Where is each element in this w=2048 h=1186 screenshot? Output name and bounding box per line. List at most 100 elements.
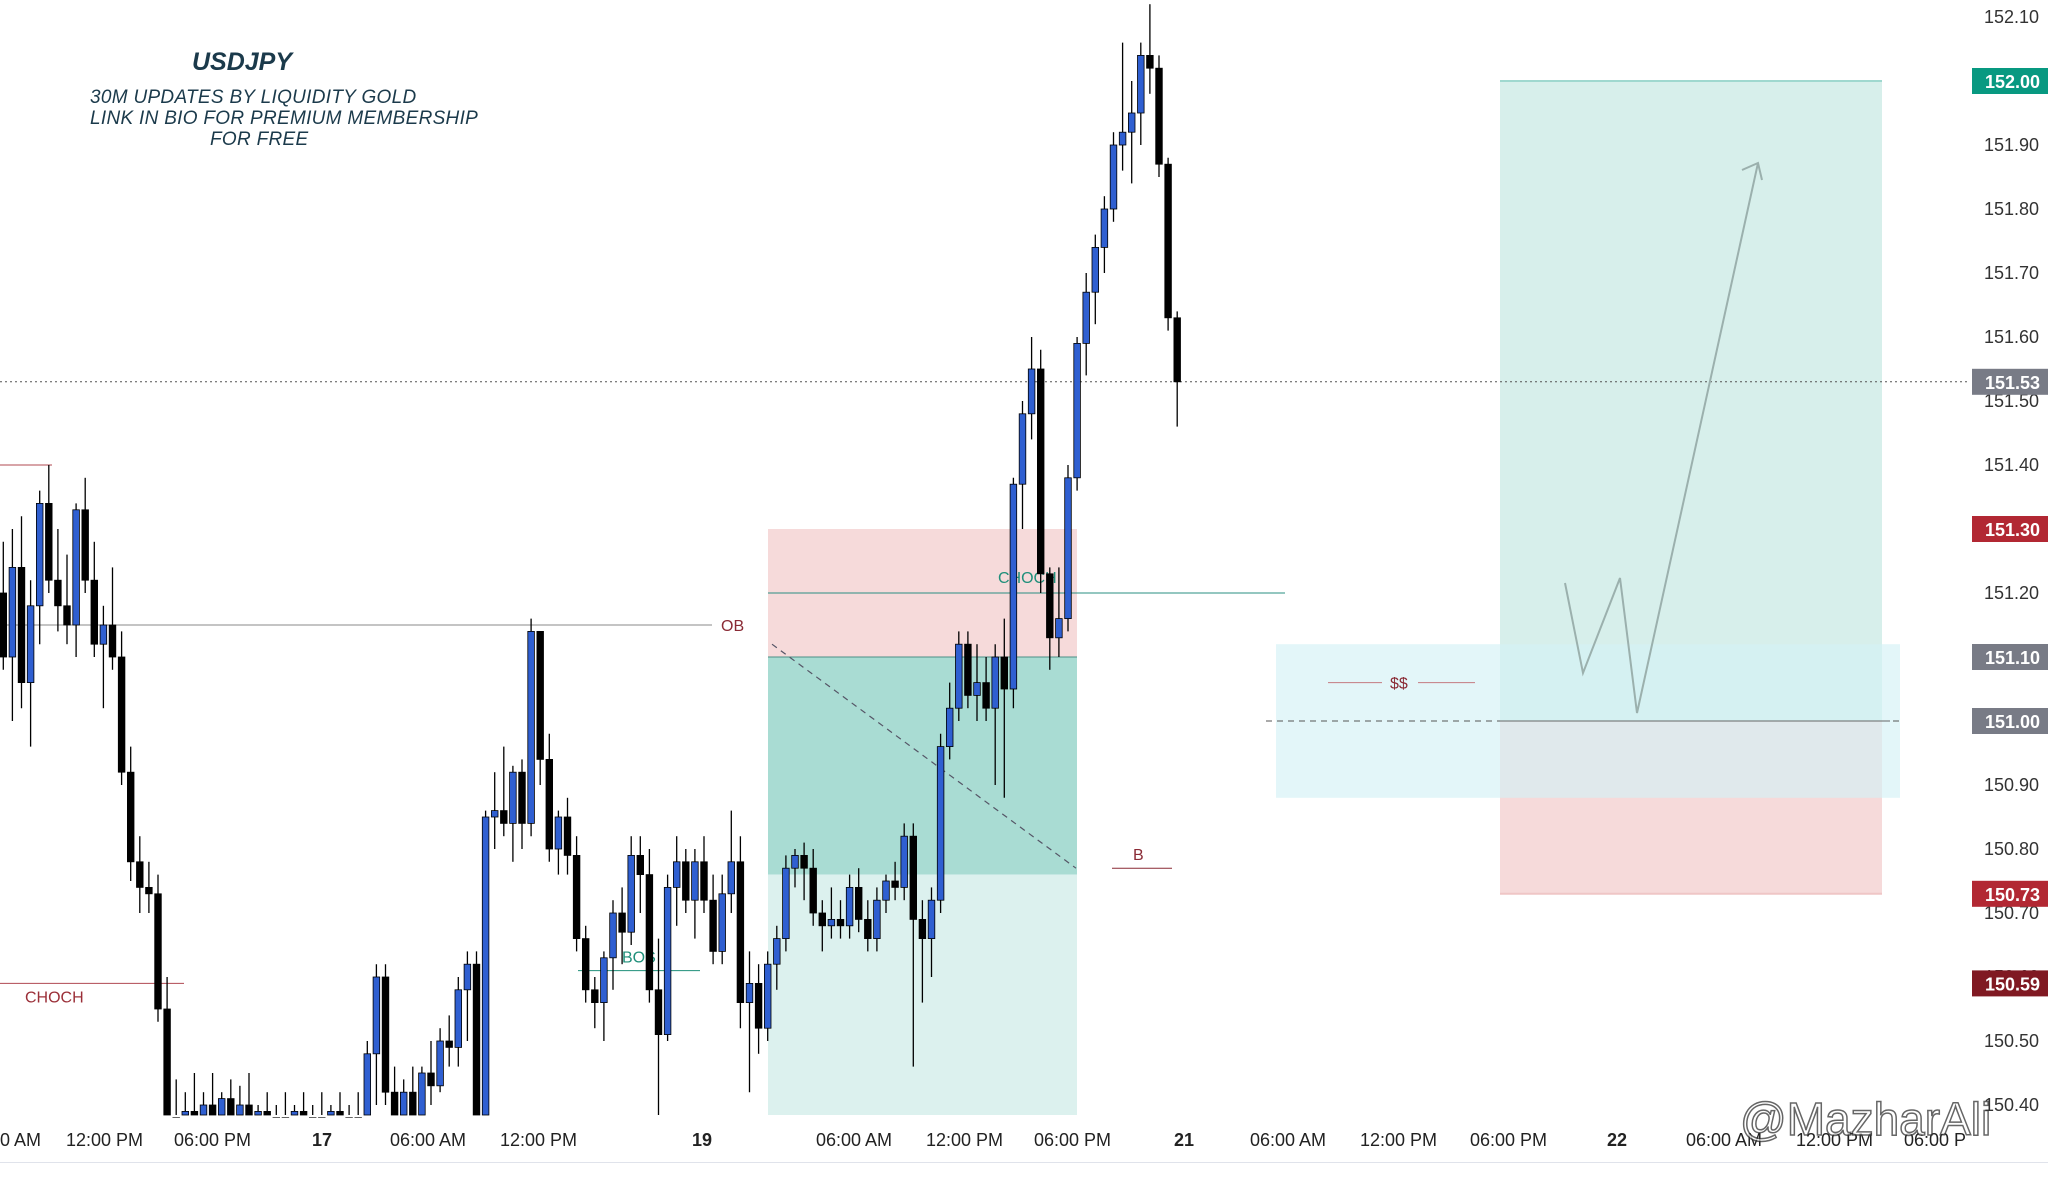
candle-bear [1173, 317, 1181, 383]
candle-bear [208, 1104, 217, 1116]
price-tick-label: 150.50 [1984, 1031, 2039, 1051]
candle-bear [572, 855, 581, 940]
candle-bull [99, 624, 108, 645]
candle-bull [1137, 55, 1145, 114]
price-badge [1972, 68, 2048, 94]
candle-bull [236, 1104, 244, 1116]
candle-bull [1027, 368, 1036, 415]
price-badge-label: 151.53 [1985, 373, 2040, 393]
candle-bear [227, 1098, 235, 1116]
candle-bear [1146, 55, 1154, 69]
candle-bear [472, 963, 481, 1116]
candle-bull [454, 989, 462, 1048]
price-badge [1972, 368, 2048, 395]
candle-bear [136, 861, 144, 888]
candle-bull [490, 810, 499, 818]
price-tick-label: 150.90 [1984, 775, 2039, 795]
candle-bull [600, 957, 608, 1003]
projection-arrowhead [1741, 161, 1763, 181]
buy-target-zone [1500, 81, 1882, 721]
candle-bull [372, 976, 381, 1055]
price-tick-label: 151.60 [1984, 327, 2039, 347]
candle-bear [1000, 656, 1008, 690]
candle-bull [509, 771, 517, 824]
candle-bear [390, 1091, 399, 1116]
time-tick-label: 06:00 AM [816, 1130, 892, 1150]
candle-bull [8, 567, 17, 658]
candle-bear [855, 887, 863, 920]
candle-bear [336, 1111, 344, 1116]
price-tick-label: 151.50 [1984, 391, 2039, 411]
candle-bull [436, 1040, 444, 1087]
time-tick-label: 12:00 PM [500, 1130, 577, 1150]
price-badge-label: 151.10 [1985, 648, 2040, 668]
price-badge [1972, 708, 2048, 734]
time-tick-label: 0 AM [0, 1130, 41, 1150]
price-badge-label: 150.59 [1985, 974, 2040, 994]
candle-bull [217, 1098, 226, 1116]
time-axis-bg [0, 1118, 1968, 1162]
time-tick-label: 06:00 AM [1250, 1130, 1326, 1150]
candle-bear [427, 1072, 435, 1087]
footer-divider [0, 1162, 2048, 1163]
time-tick-label: 17 [312, 1130, 332, 1150]
price-tick-label: 151.80 [1984, 199, 2039, 219]
candle-bear [0, 592, 7, 658]
candle-bull [418, 1072, 426, 1116]
candle-bear [45, 502, 53, 581]
candle-bull [181, 1111, 189, 1116]
price-badge-label: 150.73 [1985, 885, 2040, 905]
sell-target-zone-upper [768, 657, 1077, 875]
candle-bear [591, 989, 599, 1003]
subtitle-line-2: LINK IN BIO FOR PREMIUM MEMBERSHIP [90, 108, 479, 129]
candle-bear [536, 631, 544, 760]
candle-bear [545, 759, 553, 850]
candle-bull [718, 893, 726, 952]
candle-bull [1018, 413, 1027, 485]
candle-bear [618, 912, 626, 933]
candle-bear [81, 509, 89, 581]
candle-bear [63, 605, 71, 626]
candle-bull [1064, 477, 1072, 619]
candle-bull [609, 912, 617, 959]
time-tick-label: 06:00 AM [390, 1130, 466, 1150]
candle-bear [964, 643, 972, 696]
candle-bear [582, 938, 590, 991]
subtitle-line-1: 30M UPDATES BY LIQUIDITY GOLD [90, 87, 417, 108]
candle-bull [946, 707, 954, 748]
candle-bull [673, 861, 681, 888]
candle-bull [463, 963, 472, 991]
candle-bull [290, 1111, 299, 1116]
chart-title: USDJPY [192, 48, 293, 76]
candle-bull [1118, 131, 1127, 146]
candle-bear [818, 912, 826, 927]
choch-left-label: CHOCH [25, 989, 84, 1006]
time-tick-label: 12:00 PM [1360, 1130, 1437, 1150]
candle-bull [1109, 144, 1118, 210]
candle-bull [363, 1053, 371, 1116]
candle-bear [1164, 163, 1172, 319]
candle-bull [827, 919, 836, 927]
candle-bull [745, 983, 754, 1004]
candle-bull [554, 816, 563, 850]
time-tick-label: 06:00 PM [174, 1130, 251, 1150]
candle-bull [882, 880, 890, 901]
candle-bull [764, 963, 772, 1029]
candle-bull [481, 816, 490, 1116]
candle-bear [563, 816, 572, 856]
candle-bear [90, 579, 98, 645]
candle-bull [1128, 112, 1136, 133]
candle-bear [127, 771, 135, 863]
candle-bear [736, 861, 745, 1003]
candle-bull [973, 682, 981, 696]
price-badge-label: 151.00 [1985, 712, 2040, 732]
subtitle-line-3: FOR FREE [210, 129, 309, 150]
watermark: @MazharAli [1739, 1092, 1992, 1146]
price-tick-label: 150.80 [1984, 839, 2039, 859]
candle-bull [691, 861, 699, 901]
candle-bear [17, 567, 26, 684]
price-badge-label: 151.30 [1985, 520, 2040, 540]
candle-bull [727, 861, 735, 895]
